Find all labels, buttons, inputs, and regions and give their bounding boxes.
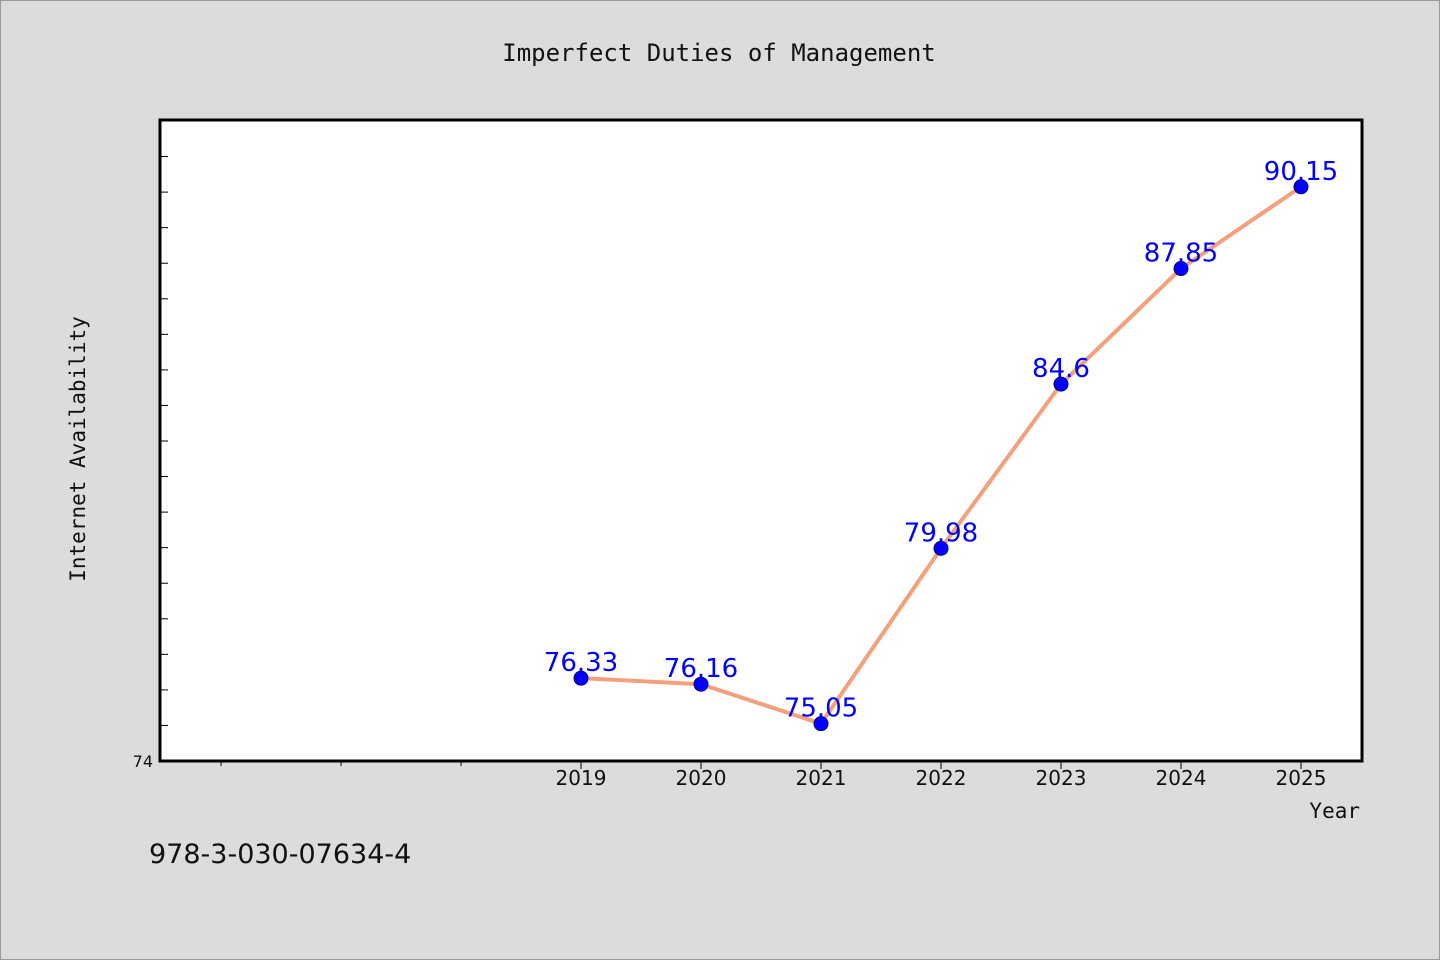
data-label: 76.16 (664, 654, 738, 684)
x-axis-label: Year (1309, 799, 1360, 823)
data-label: 79.98 (904, 518, 978, 548)
data-label: 84.6 (1032, 354, 1090, 384)
chart-title: Imperfect Duties of Management (502, 39, 935, 67)
x-tick-label: 2019 (556, 766, 607, 790)
x-tick-label: 2023 (1036, 766, 1087, 790)
data-label: 76.33 (544, 648, 618, 678)
data-label: 90.15 (1264, 157, 1338, 187)
x-tick-label: 2021 (796, 766, 847, 790)
y-axis-ticks: 74 (133, 156, 168, 771)
data-label: 87.85 (1144, 239, 1218, 269)
plot-area (158, 118, 1364, 763)
data-point (573, 670, 589, 686)
x-tick-label: 2025 (1276, 766, 1327, 790)
isbn-footer-text: 978-3-030-07634-4 (149, 839, 411, 870)
data-label: 75.05 (784, 694, 858, 724)
y-axis-label: Internet Availability (66, 316, 90, 582)
data-point (693, 676, 709, 692)
data-point (1173, 261, 1189, 277)
series-layer: 76.33 76.16 75.05 79.98 84.6 87.85 90.15 (544, 157, 1338, 732)
data-point (1293, 179, 1309, 195)
data-point (813, 716, 829, 732)
x-tick-label: 2020 (676, 766, 727, 790)
x-axis-ticks: 2019 2020 2021 2022 2023 2024 2025 (220, 762, 1327, 790)
x-tick-label: 2022 (916, 766, 967, 790)
data-point (933, 540, 949, 556)
y-tick-label: 74 (133, 752, 153, 771)
x-tick-label: 2024 (1156, 766, 1207, 790)
data-point (1053, 376, 1069, 392)
